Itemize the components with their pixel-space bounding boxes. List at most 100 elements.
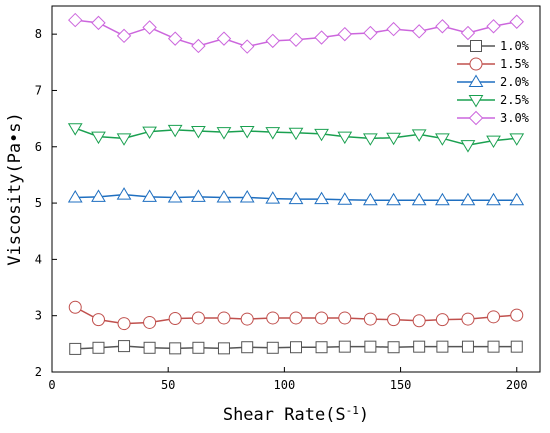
x-tick-label: 50 xyxy=(161,378,175,392)
data-point xyxy=(460,140,476,153)
data-point xyxy=(239,39,255,54)
data-point xyxy=(487,310,501,324)
data-point xyxy=(91,189,106,202)
data-point xyxy=(142,20,157,35)
legend: 1.0% 1.5% 2.0% 2.5% 3.0% xyxy=(457,39,530,126)
legend-marker xyxy=(469,57,483,71)
data-point xyxy=(338,340,351,353)
data-point xyxy=(69,342,82,355)
data-point xyxy=(290,341,302,354)
legend-marker xyxy=(468,110,484,126)
data-point xyxy=(486,192,501,206)
axis-ticks: 0 50 100 150 200 2 3 4 5 6 7 8 xyxy=(35,27,528,392)
legend-label: 1.0% xyxy=(500,39,530,53)
legend-marker xyxy=(468,95,484,108)
data-point xyxy=(265,127,281,140)
data-point xyxy=(116,133,132,146)
legend-label: 1.5% xyxy=(500,57,530,71)
data-point xyxy=(411,129,427,142)
legend-item: 2.0% xyxy=(457,74,530,89)
legend-item: 1.0% xyxy=(457,39,530,53)
data-point xyxy=(239,126,255,139)
data-point xyxy=(67,123,83,136)
data-point xyxy=(142,126,157,140)
data-point xyxy=(192,341,205,354)
series-layer xyxy=(67,12,525,355)
y-axis-title: Viscosity(Pa•s) xyxy=(5,112,25,266)
data-point xyxy=(265,33,280,49)
data-point xyxy=(266,311,280,325)
data-point xyxy=(338,311,352,325)
legend-label: 3.0% xyxy=(500,111,530,125)
data-point xyxy=(217,311,231,325)
y-tick-label: 4 xyxy=(35,252,42,266)
legend-label: 2.5% xyxy=(500,93,530,107)
y-tick-label: 3 xyxy=(35,309,42,323)
x-tick-label: 0 xyxy=(48,378,55,392)
series-1-0- xyxy=(69,340,523,355)
data-point xyxy=(314,128,329,142)
data-point xyxy=(167,189,183,203)
data-point xyxy=(386,192,401,206)
data-point xyxy=(118,340,131,353)
data-point xyxy=(68,300,82,314)
data-point xyxy=(386,132,401,146)
data-point xyxy=(91,131,106,145)
data-point xyxy=(191,126,206,139)
x-tick-label: 150 xyxy=(390,378,412,392)
data-point xyxy=(216,31,232,46)
data-point xyxy=(509,192,525,206)
data-point xyxy=(387,313,401,327)
data-point xyxy=(411,24,427,39)
data-point xyxy=(435,192,450,206)
data-point xyxy=(315,341,328,354)
data-point xyxy=(436,340,449,353)
legend-marker xyxy=(470,40,482,52)
data-point xyxy=(289,311,303,325)
data-point xyxy=(288,32,304,47)
data-point xyxy=(91,15,106,31)
data-point xyxy=(435,133,450,146)
data-point xyxy=(265,191,281,204)
data-point xyxy=(486,135,501,149)
y-tick-label: 6 xyxy=(35,140,42,154)
data-point xyxy=(486,19,501,34)
data-point xyxy=(364,340,377,353)
data-point xyxy=(241,341,254,354)
data-point xyxy=(91,313,105,327)
data-point xyxy=(387,341,400,354)
data-point xyxy=(461,312,475,326)
data-point xyxy=(143,315,157,329)
data-point xyxy=(509,14,524,29)
x-tick-label: 200 xyxy=(506,378,528,392)
data-point xyxy=(362,192,378,206)
data-point xyxy=(117,317,131,331)
data-point xyxy=(167,124,183,138)
y-tick-label: 7 xyxy=(35,83,42,97)
data-point xyxy=(363,25,378,41)
data-point xyxy=(266,341,279,354)
data-point xyxy=(216,189,232,203)
data-point xyxy=(239,189,255,203)
data-point xyxy=(363,312,377,326)
data-point xyxy=(217,342,230,355)
data-point xyxy=(460,25,476,41)
y-tick-label: 8 xyxy=(35,27,42,41)
data-point xyxy=(191,189,206,202)
data-point xyxy=(314,191,329,205)
y-tick-label: 5 xyxy=(35,196,42,210)
data-point xyxy=(362,133,378,146)
data-point xyxy=(288,191,304,205)
data-point xyxy=(337,192,353,205)
data-point xyxy=(413,340,426,353)
data-point xyxy=(509,133,525,146)
data-point xyxy=(460,192,476,206)
data-point xyxy=(510,340,523,353)
data-point xyxy=(116,28,132,44)
data-point xyxy=(67,189,83,203)
data-point xyxy=(143,341,156,354)
series-1-5- xyxy=(68,300,524,331)
legend-item: 1.5% xyxy=(457,57,530,71)
data-point xyxy=(142,189,157,202)
